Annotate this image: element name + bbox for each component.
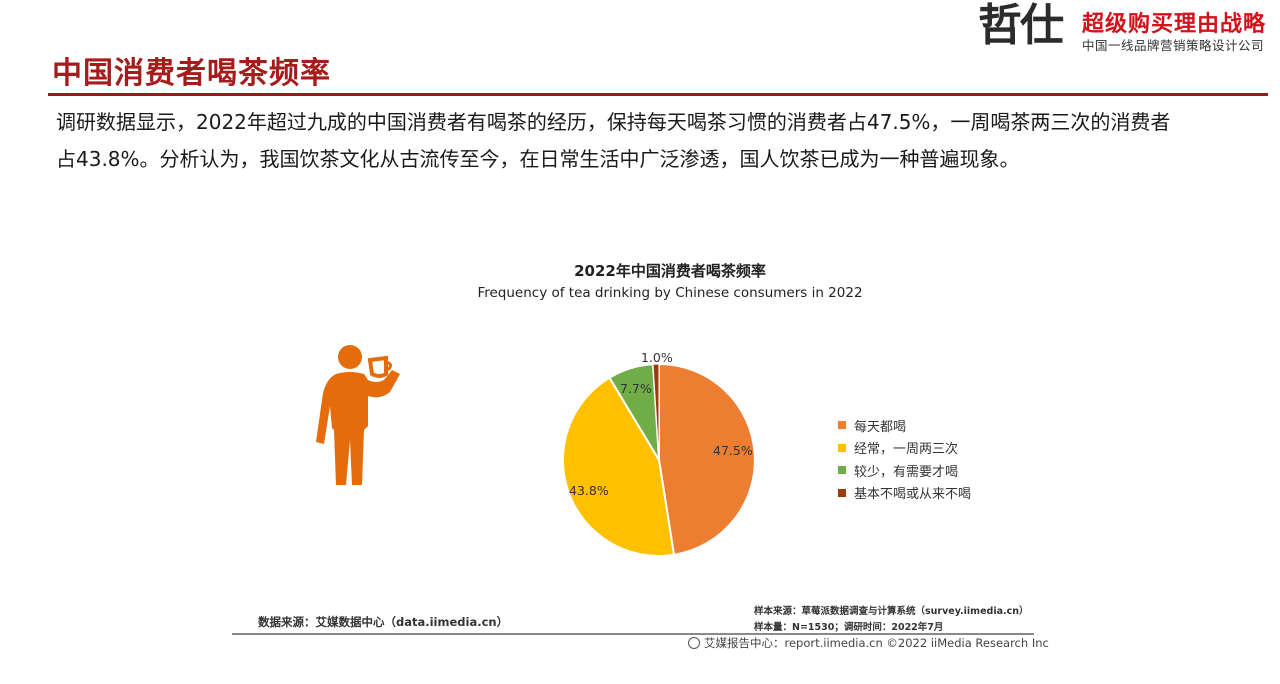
pie-slice-rarely	[608, 363, 660, 461]
pie-slice-often	[561, 376, 676, 557]
legend-label: 基本不喝或从来不喝	[854, 487, 972, 503]
legend-swatch-icon	[838, 466, 846, 475]
pie-label-rarely: 7.7%	[620, 381, 652, 396]
chart-legend: 每天都喝 经常，一周两三次 较少，有需要才喝 基本不喝或从来不喝	[838, 414, 971, 504]
chart-title: 2022年中国消费者喝茶频率	[574, 262, 766, 280]
source-divider	[232, 633, 1034, 635]
intro-paragraph: 调研数据显示，2022年超过九成的中国消费者有喝茶的经历，保持每天喝茶习惯的消费…	[56, 104, 1256, 178]
legend-item-often: 经常，一周两三次	[838, 437, 971, 460]
title-divider	[48, 93, 1268, 96]
chart-subtitle: Frequency of tea drinking by Chinese con…	[477, 285, 863, 301]
legend-swatch-icon	[838, 421, 846, 430]
pie-label-often: 43.8%	[569, 483, 609, 498]
data-source: 数据来源：艾媒数据中心（data.iimedia.cn）	[258, 615, 509, 629]
brand-subtitle: 中国一线品牌营销策略设计公司	[1082, 38, 1265, 53]
intro-line-2: 占43.8%。分析认为，我国饮茶文化从古流传至今，在日常生活中广泛渗透，国人饮茶…	[56, 147, 1020, 171]
sample-size: 样本量：N=1530；调研时间：2022年7月	[754, 622, 944, 633]
legend-item-never: 基本不喝或从来不喝	[838, 482, 971, 505]
pie-label-daily: 47.5%	[713, 443, 753, 458]
legend-swatch-icon	[838, 443, 846, 452]
pie-slice-never	[652, 363, 660, 461]
legend-item-daily: 每天都喝	[838, 414, 971, 437]
page-title: 中国消费者喝茶频率	[52, 56, 331, 91]
iimedia-logo-icon	[688, 637, 700, 649]
legend-swatch-icon	[838, 488, 846, 497]
report-footer: 艾媒报告中心：report.iimedia.cn ©2022 iiMedia R…	[688, 635, 1049, 651]
brand-slogan: 超级购买理由战略	[1082, 12, 1267, 37]
intro-line-1: 调研数据显示，2022年超过九成的中国消费者有喝茶的经历，保持每天喝茶习惯的消费…	[56, 110, 1171, 134]
legend-label: 经常，一周两三次	[854, 442, 959, 458]
legend-label: 每天都喝	[854, 419, 907, 435]
footer-text: 艾媒报告中心：report.iimedia.cn ©2022 iiMedia R…	[704, 636, 1049, 650]
person-drinking-tea-icon	[316, 345, 400, 485]
pie-label-never: 1.0%	[641, 350, 673, 365]
brand-header: 哲仕 超级购买理由战略 中国一线品牌营销策略设计公司	[978, 0, 1278, 53]
sample-source: 样本来源：草莓派数据调查与计算系统（survey.iimedia.cn）	[754, 606, 1029, 617]
legend-label: 较少，有需要才喝	[854, 464, 959, 480]
legend-item-rarely: 较少，有需要才喝	[838, 459, 971, 482]
brand-logo: 哲仕	[978, 0, 1064, 51]
pie-slice-daily	[658, 362, 756, 556]
